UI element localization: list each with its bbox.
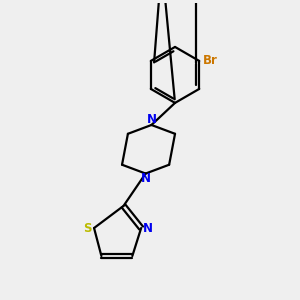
Text: N: N <box>146 113 157 126</box>
Text: S: S <box>83 221 92 235</box>
Text: Br: Br <box>203 54 218 68</box>
Text: N: N <box>141 172 151 185</box>
Text: N: N <box>142 221 153 235</box>
